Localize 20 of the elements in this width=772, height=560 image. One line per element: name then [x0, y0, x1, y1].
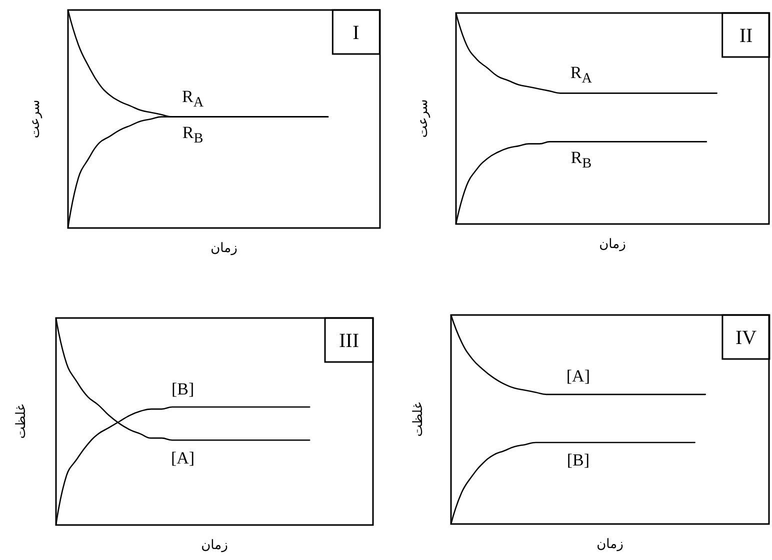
x-axis-title: زمان	[210, 241, 238, 256]
series-label: R$_{A}$	[570, 63, 592, 87]
text: III	[339, 330, 359, 352]
x-axis-title: زمان	[599, 237, 626, 252]
series-label: R$_{B}$	[570, 148, 592, 172]
series-label: [A]	[170, 448, 195, 468]
x-axis-title: زمان	[201, 538, 228, 553]
text: II	[739, 25, 753, 47]
x-axis-title: زمان	[596, 537, 624, 552]
series-label: [B]	[171, 380, 194, 398]
y-axis-title: غلظت	[411, 402, 426, 437]
text: I	[352, 22, 360, 44]
y-axis-title: سرعت	[28, 100, 43, 138]
series-label: [B]	[566, 450, 590, 470]
series-label: [A]	[566, 366, 590, 386]
series-label: R$_{A}$	[182, 87, 204, 110]
y-axis-title: سرعت	[416, 99, 431, 138]
text: IV	[735, 327, 758, 349]
series-label: R$_{B}$	[182, 123, 204, 146]
y-axis-title: غلظت	[14, 404, 29, 439]
